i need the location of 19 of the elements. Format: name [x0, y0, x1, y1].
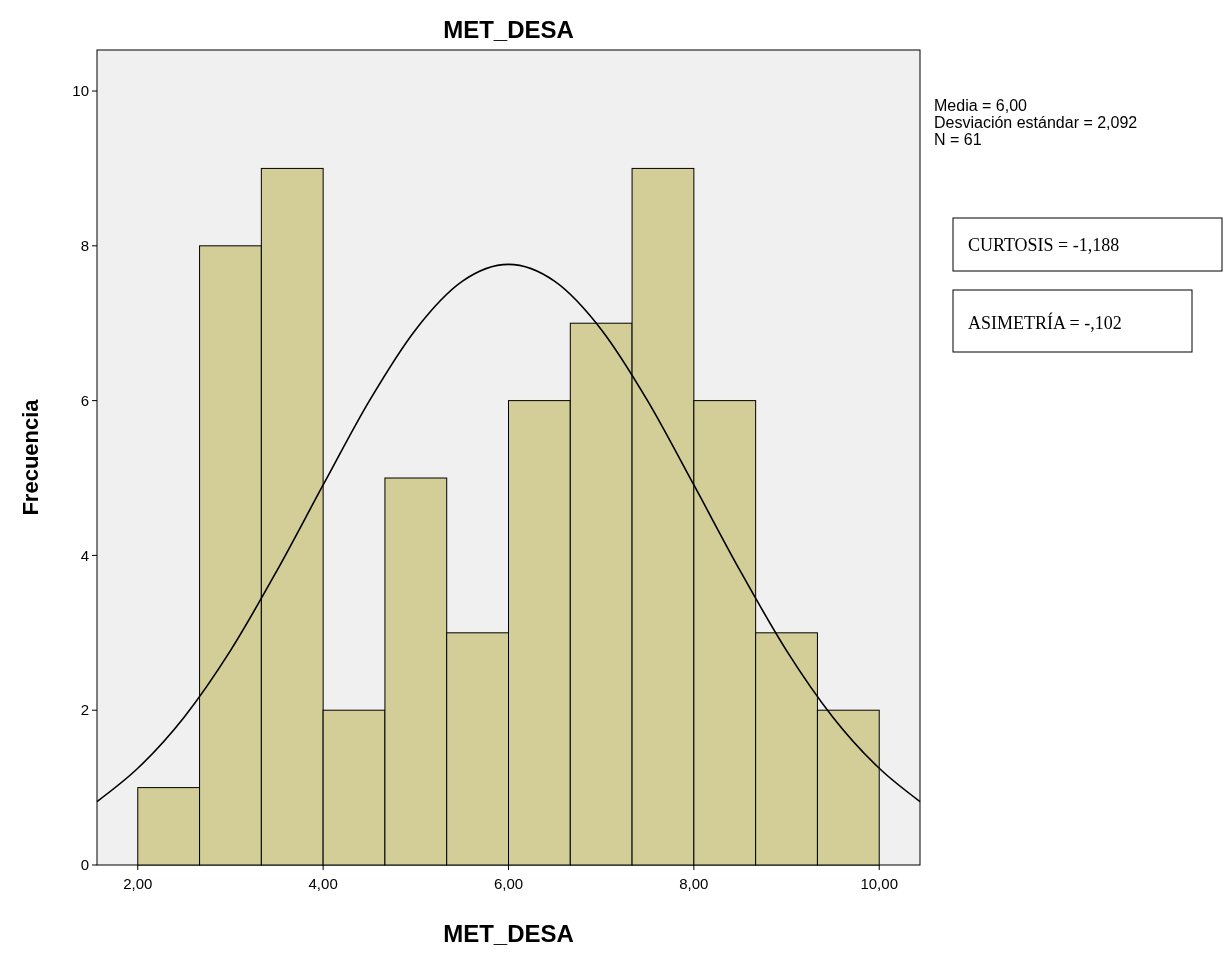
x-tick-label: 10,00 — [860, 875, 898, 892]
y-tick-label: 0 — [80, 856, 89, 874]
y-tick-label: 10 — [72, 82, 89, 100]
chart-title: MET_DESA — [443, 16, 574, 43]
y-axis-title: Frecuencia — [18, 398, 43, 516]
text: Media = 6,00 — [934, 97, 1028, 114]
text: CURTOSIS = -1,188 — [968, 235, 1120, 255]
x-tick-label: 6,00 — [493, 875, 524, 892]
x-axis-title: MET_DESA — [443, 920, 574, 947]
x-tick-label: 4,00 — [308, 875, 338, 892]
y-tick-label: 6 — [80, 391, 89, 409]
y-tick-label: 8 — [80, 237, 89, 255]
text: ASIMETRÍA = -,102 — [968, 312, 1122, 333]
text: Desviación estándar = 2,092 — [934, 114, 1138, 131]
y-tick-label: 2 — [80, 701, 89, 719]
x-tick-label: 8,00 — [679, 875, 709, 892]
text: N = 61 — [934, 131, 982, 148]
y-tick-label: 4 — [80, 546, 89, 564]
x-tick-label: 2,00 — [123, 875, 153, 892]
